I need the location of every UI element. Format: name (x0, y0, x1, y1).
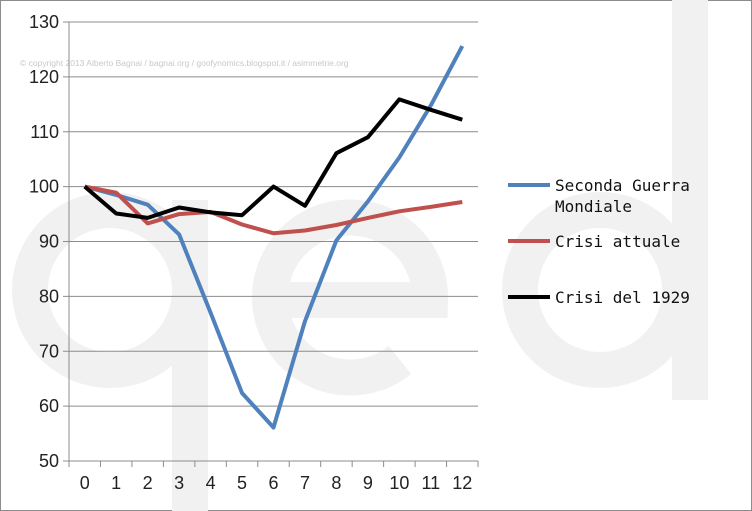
series-line-1 (84, 45, 465, 430)
y-tick-label: 60 (39, 396, 59, 416)
y-tick-label: 120 (29, 67, 59, 87)
y-tick-label: 110 (30, 122, 59, 142)
legend-label-1: Seconda Guerra Mondiale (555, 176, 690, 216)
legend-label-3: Crisi del 1929 (555, 288, 690, 307)
legend: Seconda Guerra Mondiale Crisi attuale Crisi… (508, 176, 690, 307)
x-tick-labels: 0 1 2 3 4 5 6 7 8 9 10 11 12 (80, 473, 473, 493)
series-line-2 (84, 184, 463, 236)
series-lines (83, 45, 465, 430)
x-tick-label: 10 (389, 473, 409, 493)
axes (63, 21, 479, 467)
x-tick-label: 3 (174, 473, 184, 493)
y-tick-label: 70 (39, 341, 59, 361)
x-tick-label: 11 (421, 473, 440, 493)
y-tick-label: 90 (39, 232, 59, 252)
x-tick-label: 8 (331, 473, 341, 493)
watermark-e (252, 199, 449, 396)
x-tick-label: 6 (268, 473, 278, 493)
x-tick-label: 0 (80, 473, 90, 493)
copyright-notice: © copyright 2013 Alberto Bagnai / bagnai… (20, 58, 349, 68)
x-tick-label: 1 (111, 473, 121, 493)
legend-label-2: Crisi attuale (555, 232, 680, 251)
y-tick-labels: 50 60 70 80 90 100 110 120 130 (29, 12, 59, 471)
series-line-3 (83, 97, 463, 220)
y-tick-label: 80 (39, 286, 59, 306)
x-tick-label: 2 (143, 473, 153, 493)
x-tick-label: 7 (300, 473, 310, 493)
x-tick-label: 9 (363, 473, 373, 493)
y-tick-label: 130 (29, 12, 59, 32)
x-tick-label: 12 (452, 473, 472, 493)
x-tick-label: 5 (237, 473, 247, 493)
gridlines (69, 21, 478, 407)
y-tick-label: 100 (29, 177, 59, 197)
x-tick-label: 4 (206, 473, 216, 493)
y-tick-label: 50 (39, 451, 59, 471)
